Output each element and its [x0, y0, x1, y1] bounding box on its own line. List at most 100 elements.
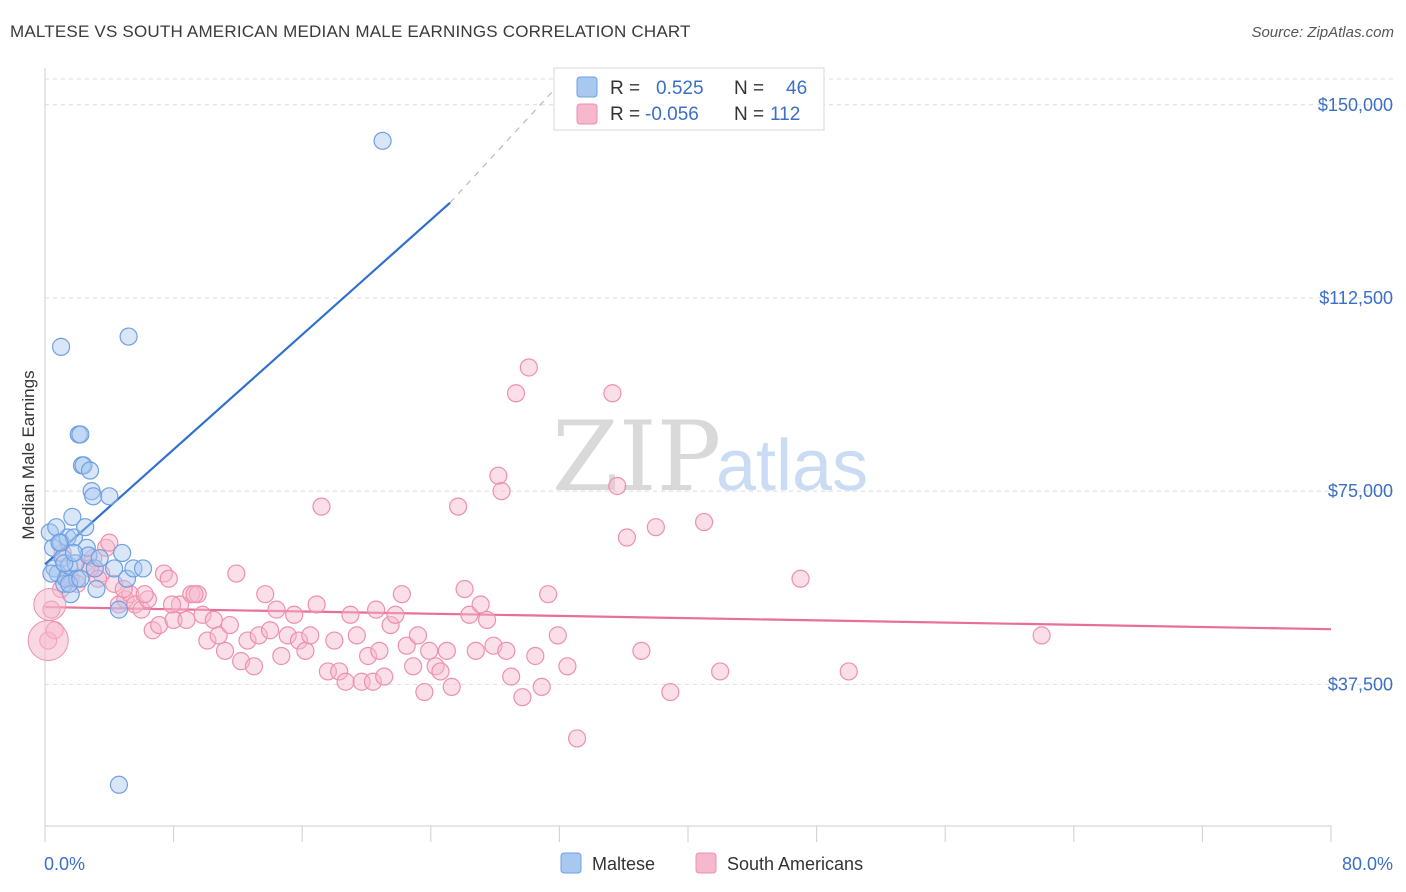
gridlines — [45, 78, 1396, 685]
bottom-legend-label-maltese: Maltese — [592, 854, 655, 874]
south-americans-point — [502, 667, 521, 686]
south-americans-point — [27, 620, 69, 662]
south-americans-point — [497, 641, 516, 660]
legend-n-label-1: N = — [734, 78, 764, 99]
maltese-point — [51, 337, 71, 356]
south-americans-point — [296, 641, 315, 660]
south-americans-point — [471, 595, 490, 614]
maltese-point — [71, 425, 90, 444]
maltese-point — [64, 543, 84, 563]
south-americans-point — [278, 626, 297, 645]
south-americans-point — [307, 595, 326, 614]
maltese-point — [105, 559, 124, 578]
watermark-zip: ZIP — [552, 401, 721, 513]
south-americans-point — [431, 662, 450, 681]
south-americans-point — [325, 631, 344, 650]
south-americans-point — [646, 518, 665, 537]
maltese-point — [109, 600, 129, 619]
south-americans-point — [301, 626, 320, 645]
watermark-atlas: atlas — [716, 426, 868, 506]
maltese-point — [100, 487, 119, 506]
south-americans-point — [162, 595, 182, 614]
south-americans-point — [489, 466, 508, 485]
maltese-point — [50, 533, 69, 552]
south-americans-point — [244, 657, 264, 676]
y-tick-label: $112,500 — [1319, 288, 1393, 308]
bottom-legend-label-south-americans: South Americans — [727, 854, 863, 874]
tick-labels: $37,500 $75,000 $112,500 $150,000 0.0% 80.0% — [44, 95, 1393, 874]
maltese-point — [87, 579, 106, 599]
maltese-point — [64, 528, 84, 547]
south-americans-point — [603, 384, 622, 403]
south-americans-point — [341, 605, 360, 624]
maltese-point — [80, 461, 100, 480]
maltese-point — [373, 131, 392, 150]
south-americans-point — [375, 667, 394, 686]
south-americans-point — [567, 729, 587, 748]
watermark: ZIP atlas — [552, 401, 868, 513]
maltese-point — [63, 507, 82, 526]
maltese-point — [133, 559, 153, 578]
south-americans-point — [519, 358, 538, 377]
south-americans-point — [96, 538, 116, 557]
south-americans-point — [260, 621, 280, 640]
south-americans-point — [164, 610, 183, 630]
south-americans-point — [532, 677, 551, 697]
south-americans-point — [330, 662, 349, 681]
south-americans-point — [367, 600, 386, 619]
south-americans-point — [791, 569, 810, 588]
axes — [44, 68, 1332, 842]
legend-r-value-2: -0.056 — [645, 104, 699, 125]
south-americans-point — [132, 600, 151, 619]
south-americans-point — [437, 641, 456, 660]
south-americans-point — [238, 631, 257, 650]
legend-n-value-1: 46 — [786, 78, 807, 99]
south-americans-point — [839, 662, 858, 681]
maltese-point — [42, 564, 61, 583]
south-americans-point — [397, 636, 416, 655]
south-americans-point — [177, 610, 196, 630]
south-americans-point — [608, 476, 627, 496]
maltese-point — [113, 543, 132, 563]
trend-lines — [44, 88, 1332, 631]
bottom-legend-swatch-south-americans — [695, 852, 717, 874]
south-americans-point — [347, 626, 366, 645]
legend-r-label-2: R = — [610, 104, 640, 125]
legend-r-label-1: R = — [610, 78, 640, 99]
legend-swatch-south-americans — [576, 103, 598, 125]
y-tick-label: $37,500 — [1328, 674, 1393, 694]
south-americans-point — [449, 497, 468, 516]
south-americans-point — [363, 672, 383, 691]
south-americans-point — [455, 579, 474, 599]
y-axis-title: Median Male Earnings — [19, 370, 38, 539]
south-americans-point — [215, 641, 235, 660]
south-americans-point — [548, 626, 567, 645]
south-americans-point — [227, 564, 246, 583]
south-americans-point — [617, 528, 637, 547]
maltese-point — [109, 775, 129, 794]
maltese-point — [84, 487, 103, 506]
south-americans-point — [198, 631, 217, 650]
south-americans-point — [312, 497, 331, 516]
south-americans-point — [408, 626, 428, 645]
maltese-point — [71, 569, 90, 588]
bottom-legend-swatch-maltese — [560, 852, 582, 874]
south-americans-point — [694, 512, 714, 532]
south-americans-point — [209, 626, 228, 645]
south-americans-point — [1032, 626, 1051, 645]
maltese-trend-line — [44, 201, 451, 566]
south-americans-point — [632, 641, 651, 660]
south-americans-point — [506, 384, 526, 403]
legend-n-value-2: 112 — [770, 104, 800, 125]
south-americans-point — [159, 569, 178, 588]
south-americans-point — [267, 600, 286, 619]
south-americans-point — [460, 605, 479, 624]
maltese-point — [85, 559, 104, 578]
south-americans-point — [135, 585, 154, 604]
south-americans-point — [386, 605, 405, 624]
south-americans-point — [272, 646, 291, 666]
south-americans-point — [138, 590, 157, 609]
south-americans-point — [466, 641, 485, 660]
south-americans-point — [185, 585, 204, 604]
south-americans-point — [193, 605, 212, 624]
